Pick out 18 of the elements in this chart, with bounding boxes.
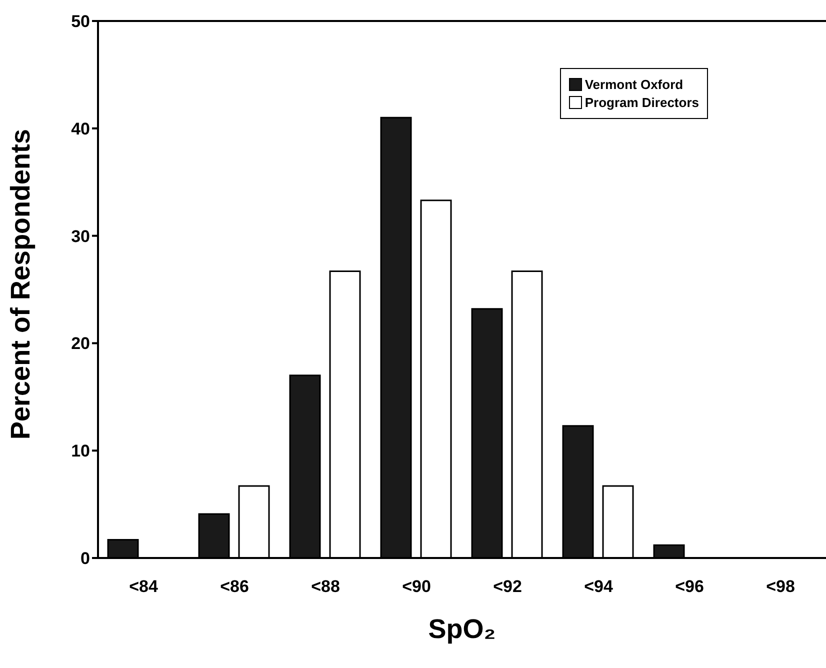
x-tick-label: <84 [129, 577, 158, 596]
legend-label: Program Directors [584, 95, 699, 110]
x-tick-label: <92 [493, 577, 522, 596]
y-tick-label: 30 [71, 226, 90, 246]
x-tick-label: <90 [402, 577, 431, 596]
x-axis-title: SpO₂ [428, 614, 496, 644]
y-tick-label: 20 [71, 334, 90, 354]
x-tick-label: <94 [584, 577, 614, 596]
x-tick-label: <88 [311, 577, 340, 596]
x-tick-label: <98 [766, 577, 795, 596]
x-tick-label: <96 [675, 577, 704, 596]
y-tick-label: 0 [80, 549, 90, 568]
legend-label: Vermont Oxford [584, 77, 684, 92]
y-axis-title: Percent of Respondents [6, 128, 36, 440]
y-tick-label: 50 [71, 12, 90, 32]
y-tick-label: 10 [71, 442, 90, 461]
y-tick-label: 40 [71, 119, 90, 138]
x-tick-label: <86 [220, 577, 249, 596]
